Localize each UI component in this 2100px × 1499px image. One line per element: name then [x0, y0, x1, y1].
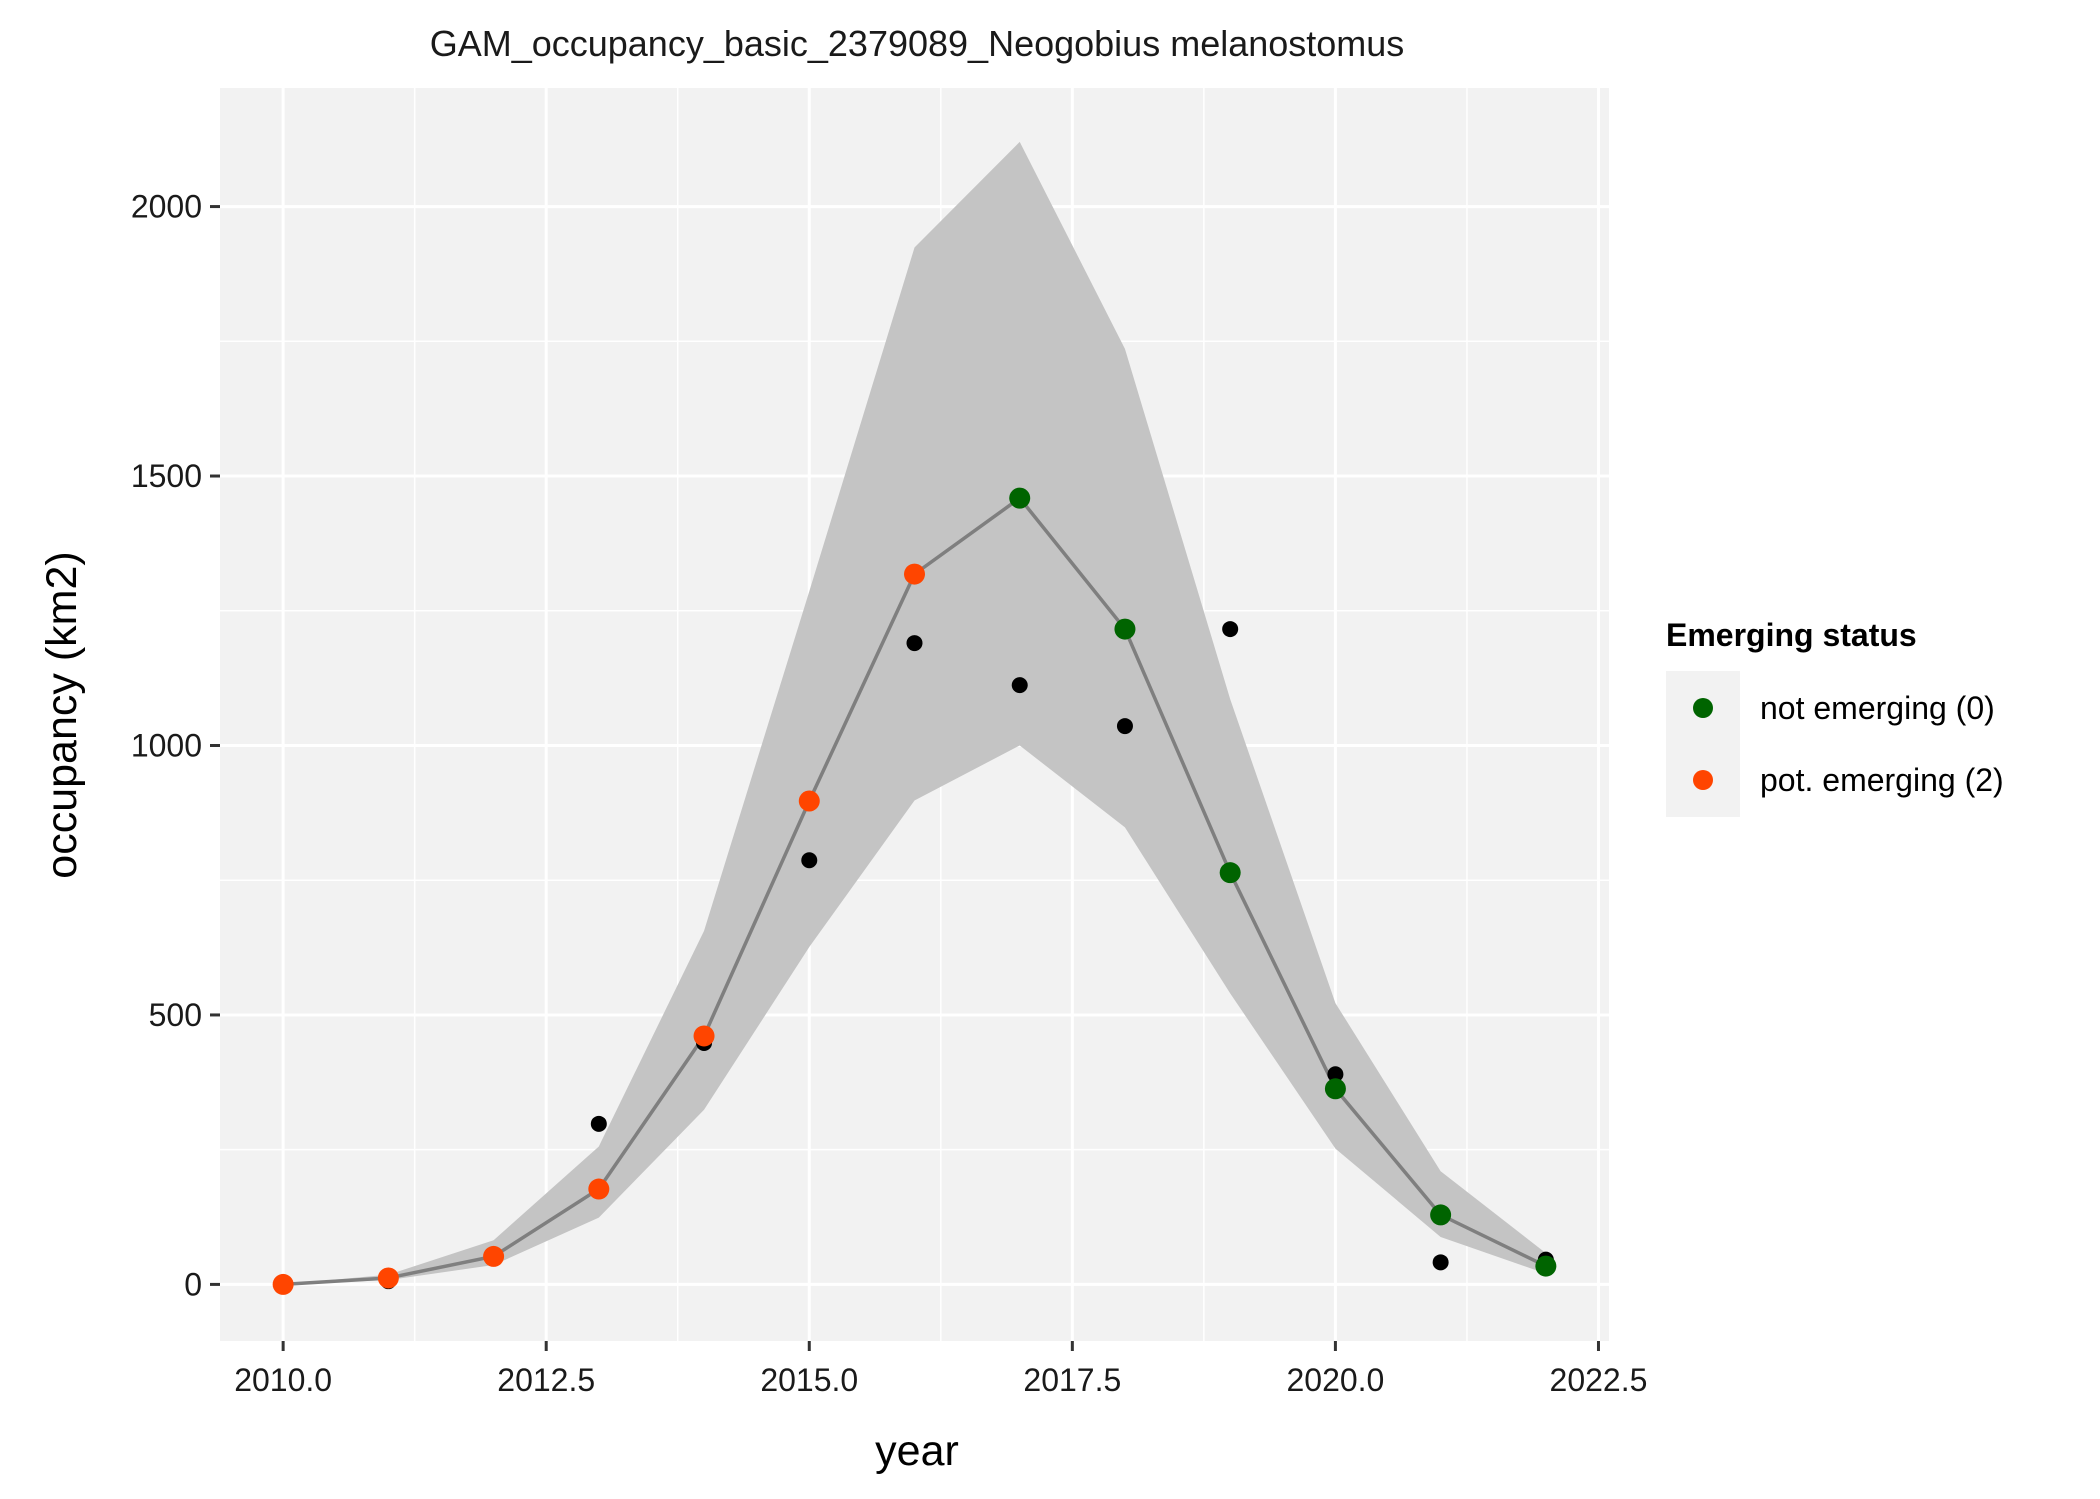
status-point: [1535, 1255, 1557, 1277]
status-points: [272, 487, 1557, 1295]
observed-point: [1222, 621, 1239, 638]
status-point: [798, 790, 820, 812]
x-axis-title: year: [875, 1427, 959, 1475]
observed-point: [1432, 1254, 1449, 1271]
legend-title: Emerging status: [1666, 617, 1917, 653]
legend-label-pot-emerging: pot. emerging (2): [1760, 762, 2004, 798]
observed-point: [801, 852, 818, 869]
legend-key-not-emerging: [1693, 698, 1713, 718]
status-point: [588, 1178, 610, 1200]
y-tick-label: 1000: [131, 727, 202, 763]
observed-point: [906, 635, 923, 652]
observed-point: [1116, 718, 1133, 735]
status-point: [1324, 1078, 1346, 1100]
observed-point: [1011, 677, 1028, 694]
observed-point: [1327, 1066, 1344, 1083]
x-axis: 2010.0 2012.5 2015.0 2017.5 2020.0 2022.5: [234, 1341, 1647, 1398]
legend-key-background: [1666, 671, 1740, 817]
x-tick-label: 2020.0: [1286, 1362, 1384, 1398]
confidence-ribbon: [283, 141, 1546, 1285]
x-tick-label: 2017.5: [1023, 1362, 1121, 1398]
legend-label-not-emerging: not emerging (0): [1760, 690, 1995, 726]
status-point: [1114, 618, 1136, 640]
legend-key-pot-emerging: [1693, 770, 1713, 790]
y-tick-label: 500: [149, 997, 202, 1033]
y-tick-label: 1500: [131, 458, 202, 494]
y-tick-label: 0: [184, 1266, 202, 1302]
y-tick-label: 2000: [131, 189, 202, 225]
status-point: [693, 1025, 715, 1047]
status-point: [1430, 1204, 1452, 1226]
x-tick-label: 2022.5: [1550, 1362, 1648, 1398]
legend: Emerging status not emerging (0) pot. em…: [1666, 617, 2004, 817]
y-axis: 0 500 1000 1500 2000: [131, 189, 220, 1302]
status-point: [377, 1267, 399, 1289]
x-tick-label: 2015.0: [760, 1362, 858, 1398]
major-gridlines: [220, 88, 1609, 1341]
status-point: [272, 1273, 294, 1295]
chart-title: GAM_occupancy_basic_2379089_Neogobius me…: [430, 23, 1405, 64]
observed-point: [590, 1115, 607, 1132]
status-point: [1009, 487, 1031, 509]
status-point: [1219, 862, 1241, 884]
status-point: [904, 563, 925, 585]
x-tick-label: 2010.0: [234, 1362, 332, 1398]
status-point: [483, 1245, 505, 1267]
x-tick-label: 2012.5: [497, 1362, 595, 1398]
y-axis-title: occupancy (km2): [38, 551, 86, 878]
